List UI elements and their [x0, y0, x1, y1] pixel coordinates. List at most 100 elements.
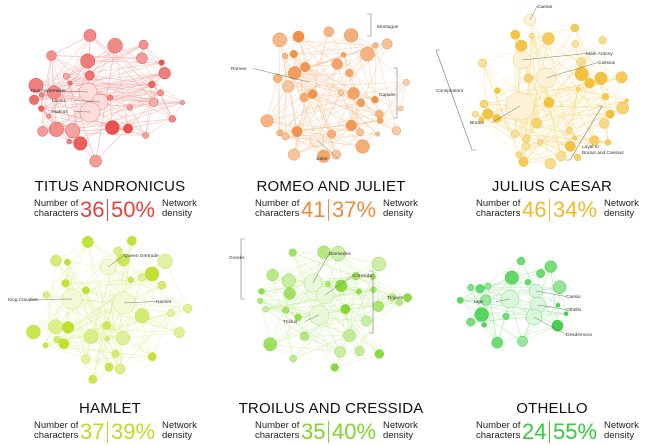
- character-node: [338, 90, 344, 96]
- character-node: [108, 38, 123, 53]
- character-node: [128, 277, 134, 283]
- character-count: 37: [80, 421, 104, 443]
- network-edge: [120, 357, 152, 369]
- character-node: [553, 281, 566, 294]
- character-name-label: Cassio: [566, 294, 581, 300]
- network-edge: [488, 114, 595, 141]
- stats-divider: [549, 199, 550, 221]
- character-node: [566, 127, 572, 133]
- character-node: [524, 74, 533, 83]
- character-node: [85, 71, 94, 80]
- character-node: [81, 54, 95, 68]
- play-title: JULIUS CAESAR: [442, 178, 662, 195]
- character-name-label: Lucius: [52, 98, 66, 104]
- character-node: [341, 52, 346, 57]
- character-node: [335, 347, 346, 358]
- character-node: [519, 157, 529, 167]
- nodes: [26, 236, 192, 383]
- character-node: [475, 308, 489, 322]
- density-label: density: [162, 431, 192, 441]
- density-label: density: [604, 209, 634, 219]
- character-node: [472, 111, 478, 117]
- character-node: [290, 355, 297, 362]
- character-node: [399, 106, 404, 111]
- character-node: [495, 88, 501, 94]
- network-edge: [375, 45, 376, 99]
- character-node: [49, 320, 63, 334]
- character-name-label: Queen Gertrude: [124, 253, 159, 259]
- character-node: [476, 284, 485, 293]
- stats-divider: [549, 421, 550, 443]
- character-node: [556, 303, 560, 307]
- group-label: Trojans: [387, 295, 403, 301]
- character-node: [123, 124, 132, 133]
- character-node: [149, 98, 158, 107]
- character-node: [26, 325, 40, 339]
- stats-divider: [107, 421, 108, 443]
- character-node: [82, 287, 89, 294]
- network-edge: [146, 119, 173, 136]
- character-name-label: Juliet: [316, 156, 328, 162]
- character-name-label: Cressida: [353, 273, 372, 279]
- character-node: [148, 353, 156, 361]
- character-node: [115, 364, 125, 374]
- density-label: density: [383, 431, 413, 441]
- character-node: [267, 269, 279, 281]
- character-node: [74, 137, 88, 151]
- network-edge: [42, 95, 43, 131]
- character-node: [346, 120, 357, 131]
- character-node: [585, 78, 595, 88]
- character-node: [525, 279, 531, 285]
- character-node: [332, 59, 343, 70]
- character-node: [468, 284, 475, 291]
- character-node: [483, 109, 493, 119]
- character-node: [167, 310, 174, 317]
- character-node: [107, 95, 113, 101]
- character-node: [479, 59, 487, 67]
- character-name-label: Caesar: [537, 4, 553, 10]
- character-name-label: Troilus: [283, 319, 298, 325]
- character-node: [331, 364, 339, 372]
- character-node: [46, 114, 51, 119]
- character-count: 35: [301, 421, 325, 443]
- character-node: [511, 30, 520, 39]
- network-edge: [294, 109, 401, 155]
- character-name-label: Diomedes: [329, 251, 351, 257]
- stats-divider: [328, 421, 329, 443]
- character-node: [341, 304, 350, 313]
- character-node: [38, 106, 44, 112]
- play-title: ROMEO AND JULIET: [221, 178, 441, 195]
- character-node: [138, 274, 146, 282]
- character-node: [482, 322, 487, 327]
- character-node: [159, 60, 165, 66]
- character-node: [59, 339, 69, 349]
- group-bracket: [436, 50, 476, 150]
- network-edge: [286, 310, 293, 359]
- character-node: [625, 99, 629, 103]
- character-node: [599, 36, 607, 44]
- character-node: [158, 90, 164, 96]
- character-node: [145, 267, 159, 281]
- character-node: [372, 96, 379, 103]
- character-node: [257, 298, 263, 304]
- character-node: [308, 90, 317, 99]
- character-node: [282, 274, 296, 288]
- network-edge: [304, 336, 340, 352]
- character-node: [49, 122, 64, 137]
- character-node: [536, 269, 544, 277]
- character-node: [538, 139, 544, 145]
- character-node: [356, 289, 362, 295]
- character-node: [66, 124, 80, 138]
- character-node: [516, 152, 522, 158]
- character-name-label: Othello: [566, 307, 582, 313]
- network-density-value: 34%: [553, 199, 597, 221]
- characters-label: characters: [476, 431, 520, 441]
- character-name-label: Desdemona: [566, 332, 592, 338]
- character-node: [552, 320, 563, 331]
- character-node: [532, 118, 542, 128]
